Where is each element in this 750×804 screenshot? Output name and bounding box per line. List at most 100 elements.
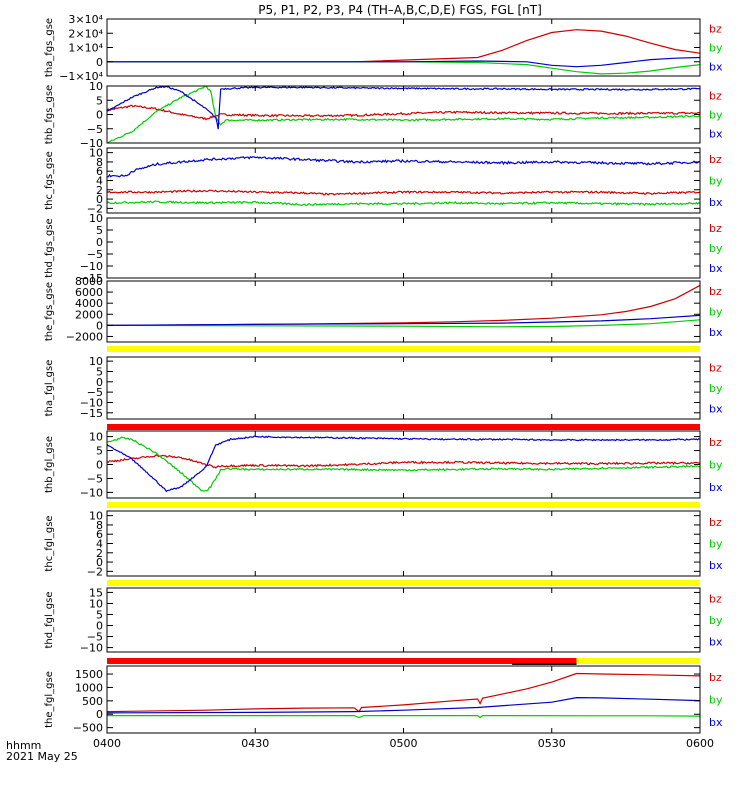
x-tick-label: 0530 [538,737,566,750]
series-line-bx [107,86,700,130]
series-line-by [107,436,700,492]
y-tick-label: −10 [80,137,103,150]
series-group [107,155,700,207]
y-tick-label: −10 [80,642,103,655]
x-tick-label: 0430 [241,737,269,750]
y-axis-label: tha_fgs_gse [44,18,55,77]
series-line-by [107,200,700,207]
y-tick-label: 6 [96,528,103,541]
y-tick-label: 2 [96,184,103,197]
y-tick-label: 8 [96,156,103,169]
y-tick-label: 0 [96,109,103,122]
y-tick-label: 4 [96,175,103,188]
legend-entry-by: by [709,109,723,122]
series-group [107,672,700,719]
y-axis-label: thd_fgs_gse [44,218,55,277]
y-axis-label: thb_fgl_gse [44,436,55,493]
y-tick-label: 10 [89,212,103,225]
y-tick-label: 10 [89,355,103,368]
panel-thb-fgs-gse: 105 0−5−10 thb_fgs_gse bz by bx [44,80,723,150]
y-tick-label: 5 [96,365,103,378]
series-line-bz [107,672,700,713]
y-tick-label: −15 [80,407,103,420]
legend-entry-bz: bz [709,222,722,235]
series-line-bx [107,56,700,68]
y-tick-label: 2000 [75,308,103,321]
y-axis-label: thc_fgs_gse [44,151,55,210]
series-line-bz [107,454,700,469]
flag-bar-segment [512,663,577,665]
y-tick-label: 10 [89,597,103,610]
y-tick-label: −500 [73,722,103,735]
legend-entry-bx: bx [709,262,723,275]
legend-entry-by: by [709,382,723,395]
series-line-bx [107,435,700,493]
legend-entry-bz: bz [709,516,722,529]
series-line-bx [107,696,700,714]
y-tick-label: −2000 [66,330,103,343]
y-tick-label: 1000 [75,681,103,694]
y-tick-label: 6 [96,165,103,178]
y-tick-label: 3×10⁴ [68,13,103,26]
legend-entry-bx: bx [709,481,723,494]
flag-bar [107,502,700,508]
y-tick-label: −10 [80,486,103,499]
flag-bar [107,424,700,430]
x-tick-label: 0400 [93,737,121,750]
legend-entry-bx: bx [709,61,723,74]
y-tick-label: 15 [89,586,103,599]
legend-entry-bz: bz [709,285,722,298]
y-tick-label: −5 [87,631,103,644]
y-tick-label: 1×10⁴ [68,42,103,55]
flag-bar [107,580,700,586]
y-tick-label: 2 [96,547,103,560]
y-tick-label: 2×10⁴ [68,27,103,40]
legend-entry-by: by [709,42,723,55]
y-tick-label: 0 [96,193,103,206]
y-tick-label: 8 [96,519,103,532]
y-tick-label: 5 [96,608,103,621]
y-tick-label: −5 [87,248,103,261]
legend-entry-bx: bx [709,559,723,572]
y-tick-label: 1500 [75,668,103,681]
y-tick-label: 6000 [75,286,103,299]
legend-entry-bx: bx [709,128,723,141]
y-axis-label: thb_fgs_gse [44,85,55,144]
y-tick-label: −2 [87,202,103,215]
legend-entry-by: by [709,538,723,551]
date-label: 2021 May 25 [6,750,78,763]
y-tick-label: −5 [87,386,103,399]
legend-entry-by: by [709,242,723,255]
chart-title: P5, P1, P2, P3, P4 (TH–A,B,C,D,E) FGS, F… [258,3,542,17]
series-group [107,29,700,75]
legend-entry-by: by [709,175,723,188]
y-tick-label: 0 [96,319,103,332]
series-line-bz [107,104,700,121]
flag-bar-segment [107,658,577,664]
series-line-by [107,61,700,75]
y-tick-label: 10 [89,431,103,444]
legend-entry-by: by [709,614,723,627]
legend-entry-bx: bx [709,403,723,416]
y-tick-label: 8000 [75,275,103,288]
series-line-by [107,319,700,328]
series-line-bx [107,314,700,326]
legend-entry-bz: bz [709,671,722,684]
y-tick-label: 0 [96,236,103,249]
y-tick-label: 5 [96,224,103,237]
y-tick-label: −5 [87,472,103,485]
legend-entry-by: by [709,306,723,319]
y-tick-label: 500 [82,695,103,708]
legend-entry-bx: bx [709,716,723,729]
y-tick-label: 5 [96,445,103,458]
